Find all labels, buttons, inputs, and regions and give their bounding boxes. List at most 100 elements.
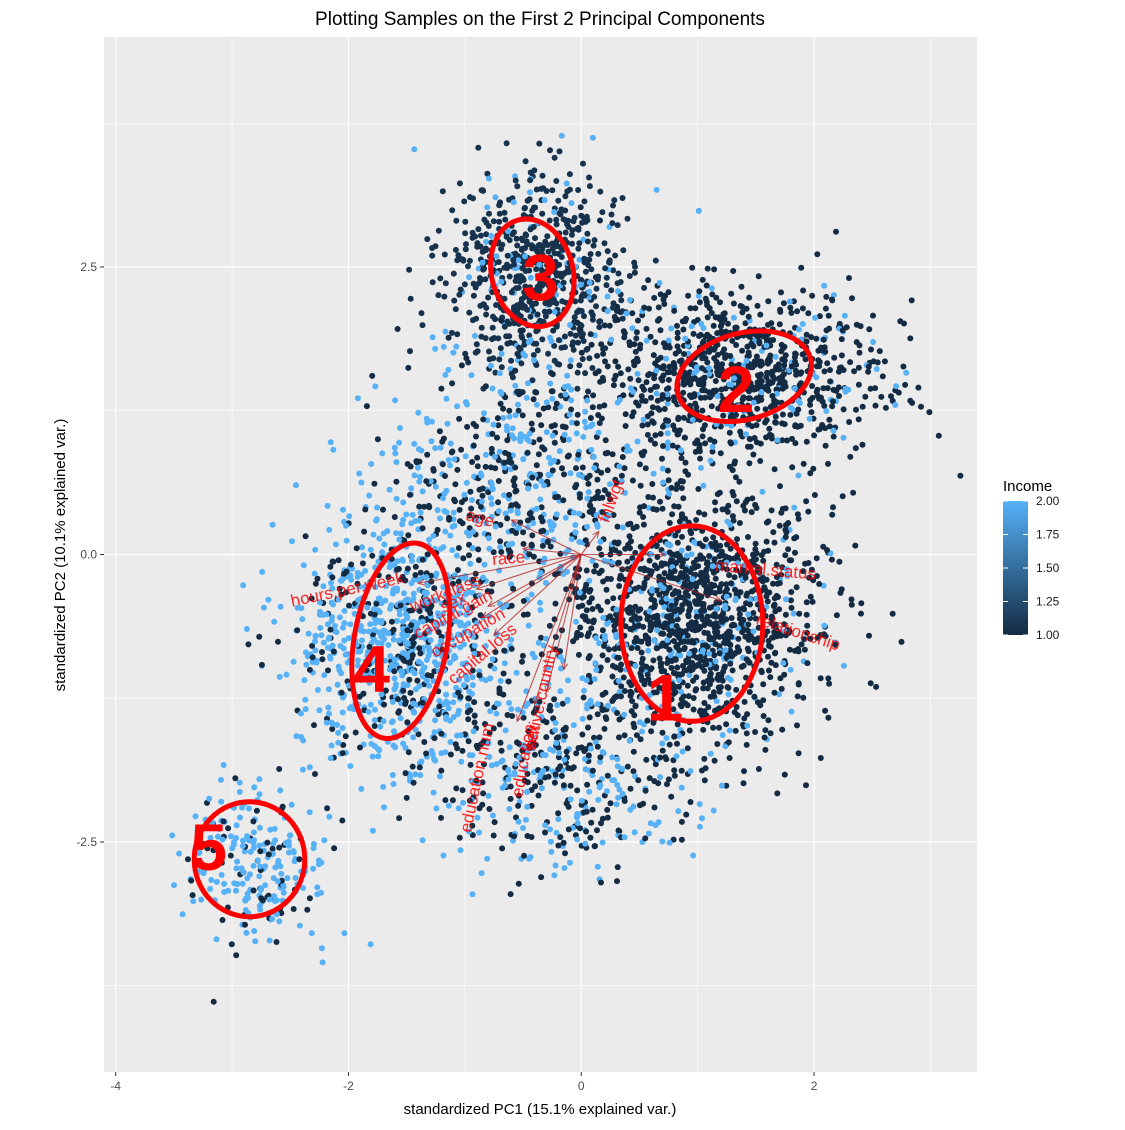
data-point [704, 283, 710, 289]
data-point [574, 386, 580, 392]
data-point [312, 771, 318, 777]
data-point [666, 477, 672, 483]
data-point [826, 417, 832, 423]
data-point [276, 845, 282, 851]
data-point [518, 431, 524, 437]
data-point [530, 520, 536, 526]
data-point [600, 692, 606, 698]
data-point [691, 707, 697, 713]
data-point [567, 171, 573, 177]
data-point [557, 763, 563, 769]
data-point [281, 890, 287, 896]
data-point [745, 611, 751, 617]
data-point [710, 444, 716, 450]
data-point [341, 930, 347, 936]
data-point [506, 492, 512, 498]
data-point [636, 622, 642, 628]
data-point [546, 364, 552, 370]
data-point [229, 941, 235, 947]
data-point [588, 447, 594, 453]
data-point [594, 286, 600, 292]
data-point [548, 839, 554, 845]
data-point [291, 906, 297, 912]
data-point [431, 468, 437, 474]
data-point [672, 568, 678, 574]
data-point [469, 691, 475, 697]
data-point [821, 403, 827, 409]
data-point [605, 294, 611, 300]
data-point [739, 309, 745, 315]
data-point [234, 881, 240, 887]
data-point [823, 294, 829, 300]
data-point [472, 720, 478, 726]
data-point [343, 733, 349, 739]
data-point [653, 258, 659, 264]
data-point [829, 557, 835, 563]
data-point [400, 688, 406, 694]
data-point [447, 462, 453, 468]
data-point [733, 687, 739, 693]
data-point [320, 959, 326, 965]
data-point [609, 212, 615, 218]
data-point [214, 936, 220, 942]
data-point [372, 717, 378, 723]
data-point [429, 253, 435, 259]
data-point [703, 568, 709, 574]
data-point [368, 941, 374, 947]
data-point [520, 327, 526, 333]
data-point [575, 246, 581, 252]
data-point [611, 623, 617, 629]
data-point [615, 864, 621, 870]
data-point [674, 741, 680, 747]
data-point [463, 355, 469, 361]
data-point [800, 321, 806, 327]
data-point [370, 828, 376, 834]
data-point [402, 651, 408, 657]
data-point [667, 615, 673, 621]
data-point [326, 814, 332, 820]
data-point [699, 365, 705, 371]
data-point [745, 622, 751, 628]
data-point [451, 497, 457, 503]
data-point [392, 450, 398, 456]
data-point [437, 275, 443, 281]
data-point [691, 648, 697, 654]
data-point [257, 848, 263, 854]
data-point [372, 723, 378, 729]
data-point [618, 683, 624, 689]
data-point [233, 952, 239, 958]
data-point [364, 605, 370, 611]
data-point [272, 837, 278, 843]
data-point [750, 343, 756, 349]
data-point [687, 582, 693, 588]
data-point [623, 623, 629, 629]
data-point [584, 475, 590, 481]
data-point [702, 422, 708, 428]
data-point [812, 492, 818, 498]
data-point [720, 611, 726, 617]
data-point [261, 605, 267, 611]
data-point [618, 662, 624, 668]
data-point [868, 680, 874, 686]
data-point [751, 628, 757, 634]
data-point [335, 730, 341, 736]
data-point [464, 480, 470, 486]
data-point [685, 683, 691, 689]
data-point [811, 432, 817, 438]
data-point [840, 493, 846, 499]
data-point [627, 273, 633, 279]
data-point [374, 505, 380, 511]
data-point [562, 865, 568, 871]
data-point [536, 451, 542, 457]
data-point [852, 543, 858, 549]
data-point [475, 226, 481, 232]
data-point [316, 707, 322, 713]
data-point [637, 719, 643, 725]
data-point [453, 306, 459, 312]
data-point [301, 677, 307, 683]
data-point [412, 472, 418, 478]
data-point [834, 612, 840, 618]
data-point [430, 533, 436, 539]
data-point [464, 530, 470, 536]
